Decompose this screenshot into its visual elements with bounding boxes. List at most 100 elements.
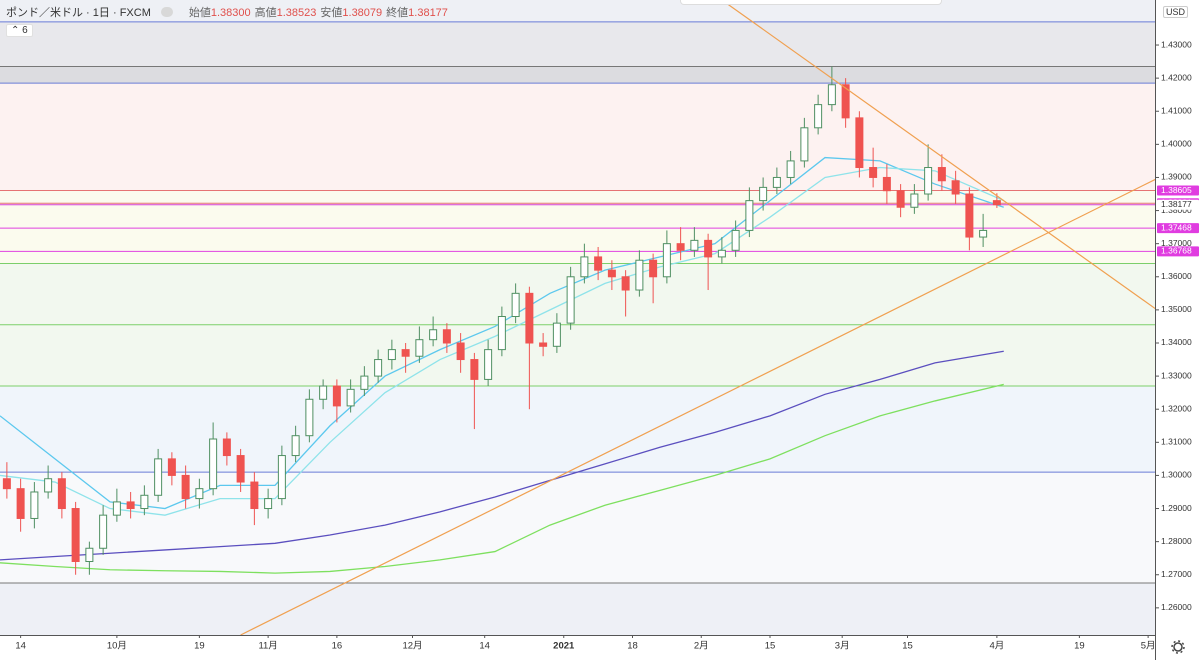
- candle-body: [470, 359, 479, 380]
- candle-body: [621, 276, 630, 291]
- candle-body: [264, 498, 273, 510]
- trend-line: [240, 178, 1155, 635]
- source: FXCM: [119, 7, 151, 19]
- candle-body: [855, 117, 864, 169]
- candle-body: [662, 243, 671, 278]
- candle-body: [539, 342, 548, 347]
- candle-body: [717, 249, 726, 258]
- candle-body: [992, 200, 1001, 206]
- candle-body: [374, 359, 383, 377]
- candle-body: [154, 458, 163, 496]
- candle-body: [456, 342, 465, 361]
- candle-body: [676, 243, 685, 251]
- settings-button[interactable]: [1171, 640, 1185, 654]
- candle-body: [140, 494, 149, 510]
- x-tick-label: 12月: [402, 641, 422, 652]
- y-tick-label: 1.28000: [1161, 536, 1192, 546]
- candle-body: [360, 375, 369, 390]
- candle-body: [965, 193, 974, 238]
- price-tag-label: 1.38605: [1161, 185, 1192, 195]
- y-tick-label: 1.31000: [1161, 437, 1192, 447]
- candle-body: [786, 160, 795, 178]
- plot-area: [0, 0, 1155, 635]
- price-tag-label: 1.37468: [1161, 222, 1192, 232]
- y-tick-label: 1.30000: [1161, 470, 1192, 480]
- ohlc-value: 1.38523: [276, 7, 317, 19]
- zone: [0, 83, 1155, 191]
- y-tick-label: 1.39000: [1161, 172, 1192, 182]
- y-tick-label: 1.36000: [1161, 271, 1192, 281]
- gear-ring: [1173, 642, 1183, 652]
- status-icon: [160, 7, 173, 17]
- candle-body: [951, 180, 960, 195]
- candle-body: [346, 388, 355, 407]
- candle-body: [497, 316, 506, 351]
- price-tag: [1157, 185, 1199, 196]
- candle-body: [236, 455, 245, 483]
- x-tick-label: 2月: [694, 641, 709, 652]
- price-axis-bg: [1155, 0, 1200, 660]
- candle-body: [209, 438, 218, 490]
- zone: [0, 66, 1155, 84]
- y-tick-label: 1.29000: [1161, 503, 1192, 513]
- candle-body: [167, 458, 176, 476]
- candle-body: [2, 478, 11, 490]
- candle-body: [772, 176, 781, 188]
- x-tick-label: 14: [15, 641, 26, 652]
- zone: [0, 190, 1155, 264]
- candle-body: [126, 501, 135, 510]
- candle-body: [250, 481, 259, 510]
- candle-body: [937, 167, 946, 182]
- ohlc-label: 高値: [254, 7, 277, 19]
- price-tag-label: 1.38177: [1161, 199, 1192, 209]
- candle-body: [896, 190, 905, 208]
- currency[interactable]: USD: [1163, 6, 1189, 18]
- x-tick-label: 4月: [989, 641, 1004, 652]
- ohlc-value: 1.38300: [210, 7, 251, 19]
- candle-body: [429, 329, 438, 341]
- x-tick-label: 11月: [258, 641, 277, 652]
- interval[interactable]: 1日: [92, 7, 110, 19]
- candle-body: [800, 127, 809, 162]
- candle-body: [910, 193, 919, 208]
- x-tick-label: 15: [765, 641, 776, 652]
- y-tick-label: 1.37000: [1161, 238, 1192, 248]
- candle-body: [112, 501, 121, 516]
- y-tick-label: 1.35000: [1161, 304, 1192, 314]
- candle-body: [552, 322, 561, 347]
- gear-teeth: [1171, 640, 1185, 654]
- toolbar-tab[interactable]: [680, 0, 942, 5]
- candle-body: [745, 200, 754, 231]
- x-tick-label: 18: [627, 641, 638, 652]
- candle-body: [649, 259, 658, 278]
- zone: [0, 21, 1155, 67]
- candle-body: [882, 176, 891, 192]
- candle-body: [484, 349, 493, 380]
- moving-average: [0, 350, 1004, 561]
- candle-body: [979, 229, 988, 238]
- y-tick-label: 1.34000: [1161, 337, 1192, 347]
- candle-body: [580, 256, 589, 278]
- candle-body: [607, 269, 616, 278]
- candle-body: [511, 292, 520, 318]
- candle-body: [827, 84, 836, 106]
- ohlc-header: 始値1.38300 高値1.38523 安値1.38079 終値1.38177: [185, 7, 448, 19]
- symbol[interactable]: ポンド／米ドル: [6, 7, 83, 19]
- candle-body: [924, 167, 933, 195]
- time-axis-bg: [0, 635, 1155, 660]
- indicator-toggle[interactable]: ⌃ 6: [6, 24, 33, 37]
- candle-body: [387, 349, 396, 361]
- price-tag: [1157, 246, 1199, 257]
- ohlc-label: 安値: [320, 7, 343, 19]
- x-tick-label: 3月: [835, 641, 850, 652]
- candle-body: [635, 259, 644, 291]
- ohlc-value: 1.38079: [342, 7, 383, 19]
- candle-body: [690, 239, 699, 251]
- candle-body: [57, 478, 66, 510]
- zone: [0, 472, 1155, 584]
- candle-body: [814, 104, 823, 129]
- x-tick-label: 10月: [107, 641, 127, 652]
- candle-body: [181, 474, 190, 500]
- ohlc-label: 終値: [386, 7, 409, 19]
